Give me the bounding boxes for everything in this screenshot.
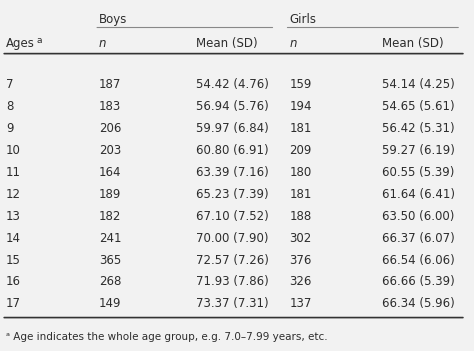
- Text: 15: 15: [6, 253, 21, 266]
- Text: 181: 181: [289, 188, 312, 201]
- Text: 66.34 (5.96): 66.34 (5.96): [382, 297, 455, 310]
- Text: 54.42 (4.76): 54.42 (4.76): [196, 78, 269, 91]
- Text: 66.37 (6.07): 66.37 (6.07): [382, 232, 455, 245]
- Text: 12: 12: [6, 188, 21, 201]
- Text: 149: 149: [99, 297, 121, 310]
- Text: 17: 17: [6, 297, 21, 310]
- Text: 209: 209: [289, 144, 312, 157]
- Text: 203: 203: [99, 144, 121, 157]
- Text: 302: 302: [289, 232, 311, 245]
- Text: 164: 164: [99, 166, 121, 179]
- Text: 10: 10: [6, 144, 21, 157]
- Text: 181: 181: [289, 122, 312, 135]
- Text: Boys: Boys: [99, 13, 128, 26]
- Text: 73.37 (7.31): 73.37 (7.31): [196, 297, 269, 310]
- Text: 60.80 (6.91): 60.80 (6.91): [196, 144, 269, 157]
- Text: 56.94 (5.76): 56.94 (5.76): [196, 100, 269, 113]
- Text: 54.14 (4.25): 54.14 (4.25): [382, 78, 455, 91]
- Text: 137: 137: [289, 297, 312, 310]
- Text: ᵃ Age indicates the whole age group, e.g. 7.0–7.99 years, etc.: ᵃ Age indicates the whole age group, e.g…: [6, 331, 328, 342]
- Text: 365: 365: [99, 253, 121, 266]
- Text: 16: 16: [6, 276, 21, 289]
- Text: 61.64 (6.41): 61.64 (6.41): [382, 188, 455, 201]
- Text: 70.00 (7.90): 70.00 (7.90): [196, 232, 269, 245]
- Text: 11: 11: [6, 166, 21, 179]
- Text: 71.93 (7.86): 71.93 (7.86): [196, 276, 269, 289]
- Text: 63.39 (7.16): 63.39 (7.16): [196, 166, 269, 179]
- Text: 8: 8: [6, 100, 13, 113]
- Text: n: n: [99, 37, 106, 50]
- Text: 180: 180: [289, 166, 311, 179]
- Text: 183: 183: [99, 100, 121, 113]
- Text: 56.42 (5.31): 56.42 (5.31): [382, 122, 455, 135]
- Text: 14: 14: [6, 232, 21, 245]
- Text: 182: 182: [99, 210, 121, 223]
- Text: Mean (SD): Mean (SD): [196, 37, 258, 50]
- Text: 376: 376: [289, 253, 312, 266]
- Text: 189: 189: [99, 188, 121, 201]
- Text: Mean (SD): Mean (SD): [382, 37, 444, 50]
- Text: 7: 7: [6, 78, 14, 91]
- Text: a: a: [36, 36, 42, 45]
- Text: 9: 9: [6, 122, 14, 135]
- Text: 159: 159: [289, 78, 312, 91]
- Text: Girls: Girls: [289, 13, 316, 26]
- Text: 60.55 (5.39): 60.55 (5.39): [382, 166, 455, 179]
- Text: 188: 188: [289, 210, 311, 223]
- Text: 72.57 (7.26): 72.57 (7.26): [196, 253, 269, 266]
- Text: Ages: Ages: [6, 37, 35, 50]
- Text: 326: 326: [289, 276, 312, 289]
- Text: n: n: [289, 37, 297, 50]
- Text: 241: 241: [99, 232, 121, 245]
- Text: 268: 268: [99, 276, 121, 289]
- Text: 54.65 (5.61): 54.65 (5.61): [382, 100, 455, 113]
- Text: 13: 13: [6, 210, 21, 223]
- Text: 59.27 (6.19): 59.27 (6.19): [382, 144, 455, 157]
- Text: 187: 187: [99, 78, 121, 91]
- Text: 66.54 (6.06): 66.54 (6.06): [382, 253, 455, 266]
- Text: 65.23 (7.39): 65.23 (7.39): [196, 188, 269, 201]
- Text: 59.97 (6.84): 59.97 (6.84): [196, 122, 269, 135]
- Text: 194: 194: [289, 100, 312, 113]
- Text: 67.10 (7.52): 67.10 (7.52): [196, 210, 269, 223]
- Text: 206: 206: [99, 122, 121, 135]
- Text: 66.66 (5.39): 66.66 (5.39): [382, 276, 455, 289]
- Text: 63.50 (6.00): 63.50 (6.00): [382, 210, 455, 223]
